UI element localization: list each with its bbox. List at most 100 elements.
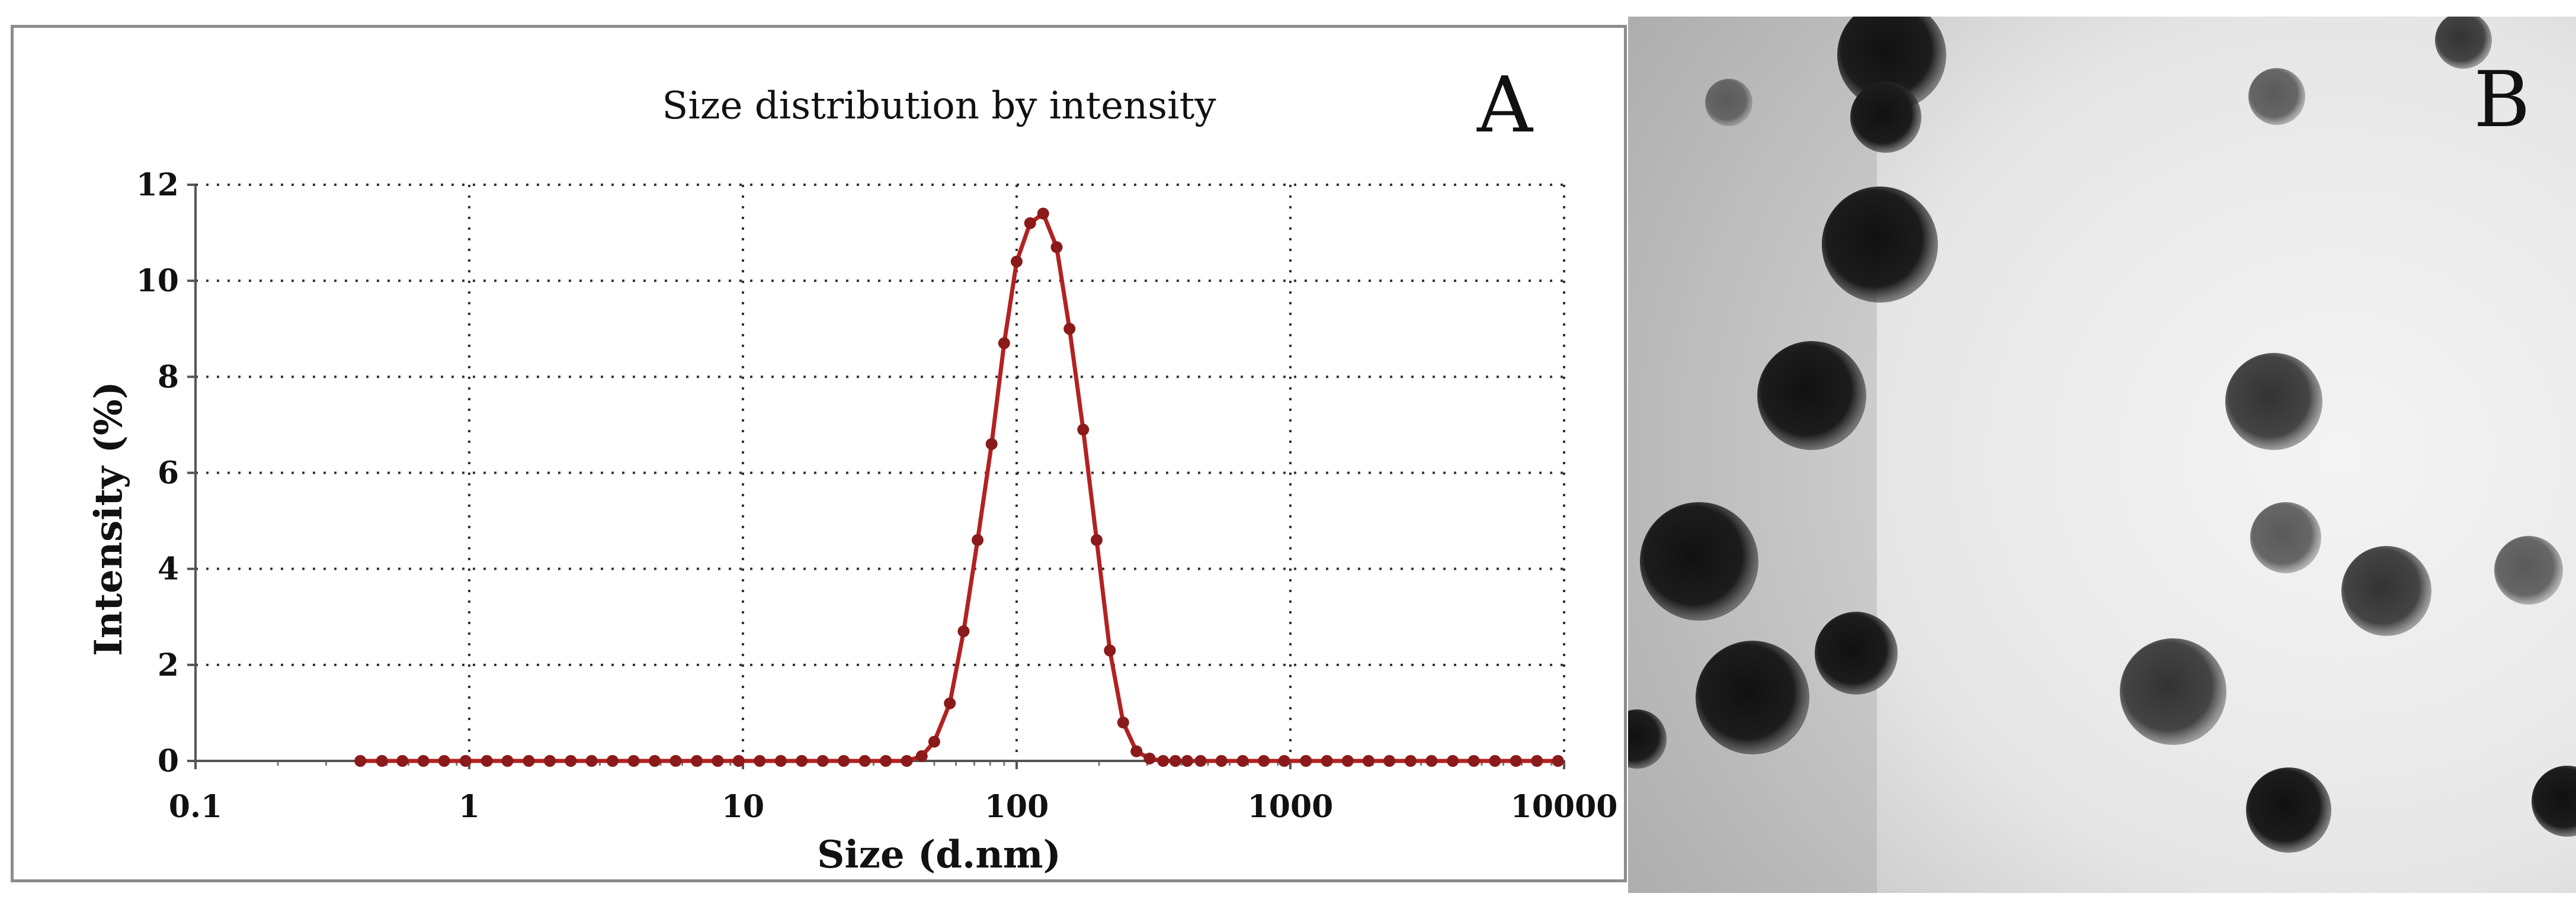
axes-layer <box>187 184 1565 769</box>
data-point <box>1425 755 1438 767</box>
data-point <box>816 755 829 767</box>
data-point <box>1130 745 1143 757</box>
nanoparticle <box>2246 767 2331 853</box>
y-tick-label: 4 <box>158 551 179 587</box>
tem-micrograph: B <box>1628 17 2576 893</box>
data-point <box>858 755 871 767</box>
y-tick-label: 0 <box>158 743 179 779</box>
nanoparticle <box>2250 502 2321 573</box>
x-tick-label: 1000 <box>1248 789 1334 825</box>
data-point <box>998 337 1010 349</box>
data-point <box>901 755 913 767</box>
nanoparticle <box>2225 353 2322 450</box>
nanoparticle <box>2120 638 2226 745</box>
data-point <box>1383 755 1396 767</box>
data-point <box>957 625 970 638</box>
data-point <box>944 697 956 709</box>
nanoparticle <box>1696 641 1809 754</box>
data-point <box>585 755 598 767</box>
data-point <box>1362 755 1374 767</box>
data-point <box>627 755 640 767</box>
data-point <box>1143 752 1156 764</box>
nanoparticle <box>1628 709 1667 769</box>
panel-b-letter: B <box>2474 54 2530 144</box>
nanoparticle <box>1757 341 1866 450</box>
nanoparticle <box>1822 187 1938 303</box>
nanoparticle <box>2435 17 2492 69</box>
tem-background <box>1628 17 2576 893</box>
data-point <box>1468 755 1480 767</box>
data-point <box>1236 755 1249 767</box>
data-point <box>928 735 940 748</box>
data-point <box>1278 755 1290 767</box>
nanoparticle <box>1815 612 1898 695</box>
data-point <box>501 755 514 767</box>
data-point <box>1169 755 1181 767</box>
data-point <box>1447 755 1459 767</box>
data-point <box>354 755 367 767</box>
data-point <box>376 755 388 767</box>
grid-layer <box>196 184 1565 761</box>
data-point <box>1258 755 1270 767</box>
chart-title: Size distribution by intensity <box>662 84 1216 128</box>
data-point <box>1011 255 1023 268</box>
x-tick-label: 1 <box>459 789 480 825</box>
tick-label-layer: 0.1 1 10 100 1000 10000 0 2 4 6 8 10 12 <box>136 167 1618 825</box>
series-line <box>360 211 1558 763</box>
data-point <box>1037 207 1049 220</box>
data-point <box>1063 323 1076 335</box>
data-point <box>1552 755 1564 767</box>
data-point <box>880 755 892 767</box>
data-point <box>565 755 577 767</box>
y-axis-label: Intensity (%) <box>86 381 131 656</box>
data-point <box>669 755 682 767</box>
data-point <box>985 438 998 450</box>
y-tick-label: 8 <box>158 359 179 395</box>
panel-a-letter: A <box>1476 60 1534 150</box>
data-point <box>1181 755 1193 767</box>
data-point <box>1104 644 1116 657</box>
data-point <box>774 755 787 767</box>
data-point <box>1194 755 1207 767</box>
data-point <box>459 755 472 767</box>
data-point <box>1300 755 1312 767</box>
y-tick-label: 12 <box>136 167 179 203</box>
data-point <box>1050 241 1063 253</box>
data-point <box>1024 217 1036 229</box>
series-layer <box>354 207 1564 767</box>
data-point <box>712 755 724 767</box>
data-point <box>915 750 928 762</box>
y-tick-label: 10 <box>136 263 179 299</box>
data-point <box>1404 755 1417 767</box>
panel-a-frame <box>11 25 1627 882</box>
x-axis-label: Size (d.nm) <box>817 833 1061 877</box>
data-point <box>1489 755 1501 767</box>
data-point <box>972 534 984 547</box>
data-point <box>1321 755 1333 767</box>
y-tick-label: 6 <box>158 455 179 491</box>
y-tick-label: 2 <box>158 647 179 683</box>
nanoparticle <box>1705 79 1752 126</box>
x-tick-label: 100 <box>985 789 1049 825</box>
nanoparticle <box>2494 536 2563 605</box>
data-point <box>1091 534 1103 547</box>
nanoparticle <box>1640 502 1758 621</box>
data-point <box>544 755 556 767</box>
data-point <box>396 755 409 767</box>
data-point <box>1531 755 1543 767</box>
data-point <box>1510 755 1522 767</box>
tem-image: B <box>1628 17 2576 893</box>
data-point <box>523 755 535 767</box>
data-point <box>732 755 745 767</box>
tem-dark-edge <box>1628 17 1877 893</box>
data-point <box>838 755 850 767</box>
nanoparticle <box>2248 68 2305 125</box>
nanoparticle <box>2532 766 2576 837</box>
x-tick-label: 0.1 <box>169 789 222 825</box>
size-distribution-chart: Size distribution by intensity A 0.1 1 10 1… <box>86 60 1618 877</box>
x-tick-label: 10 <box>722 789 764 825</box>
data-point <box>438 755 450 767</box>
nanoparticle <box>2341 546 2431 636</box>
nanoparticle <box>1837 17 1946 110</box>
data-point <box>691 755 703 767</box>
